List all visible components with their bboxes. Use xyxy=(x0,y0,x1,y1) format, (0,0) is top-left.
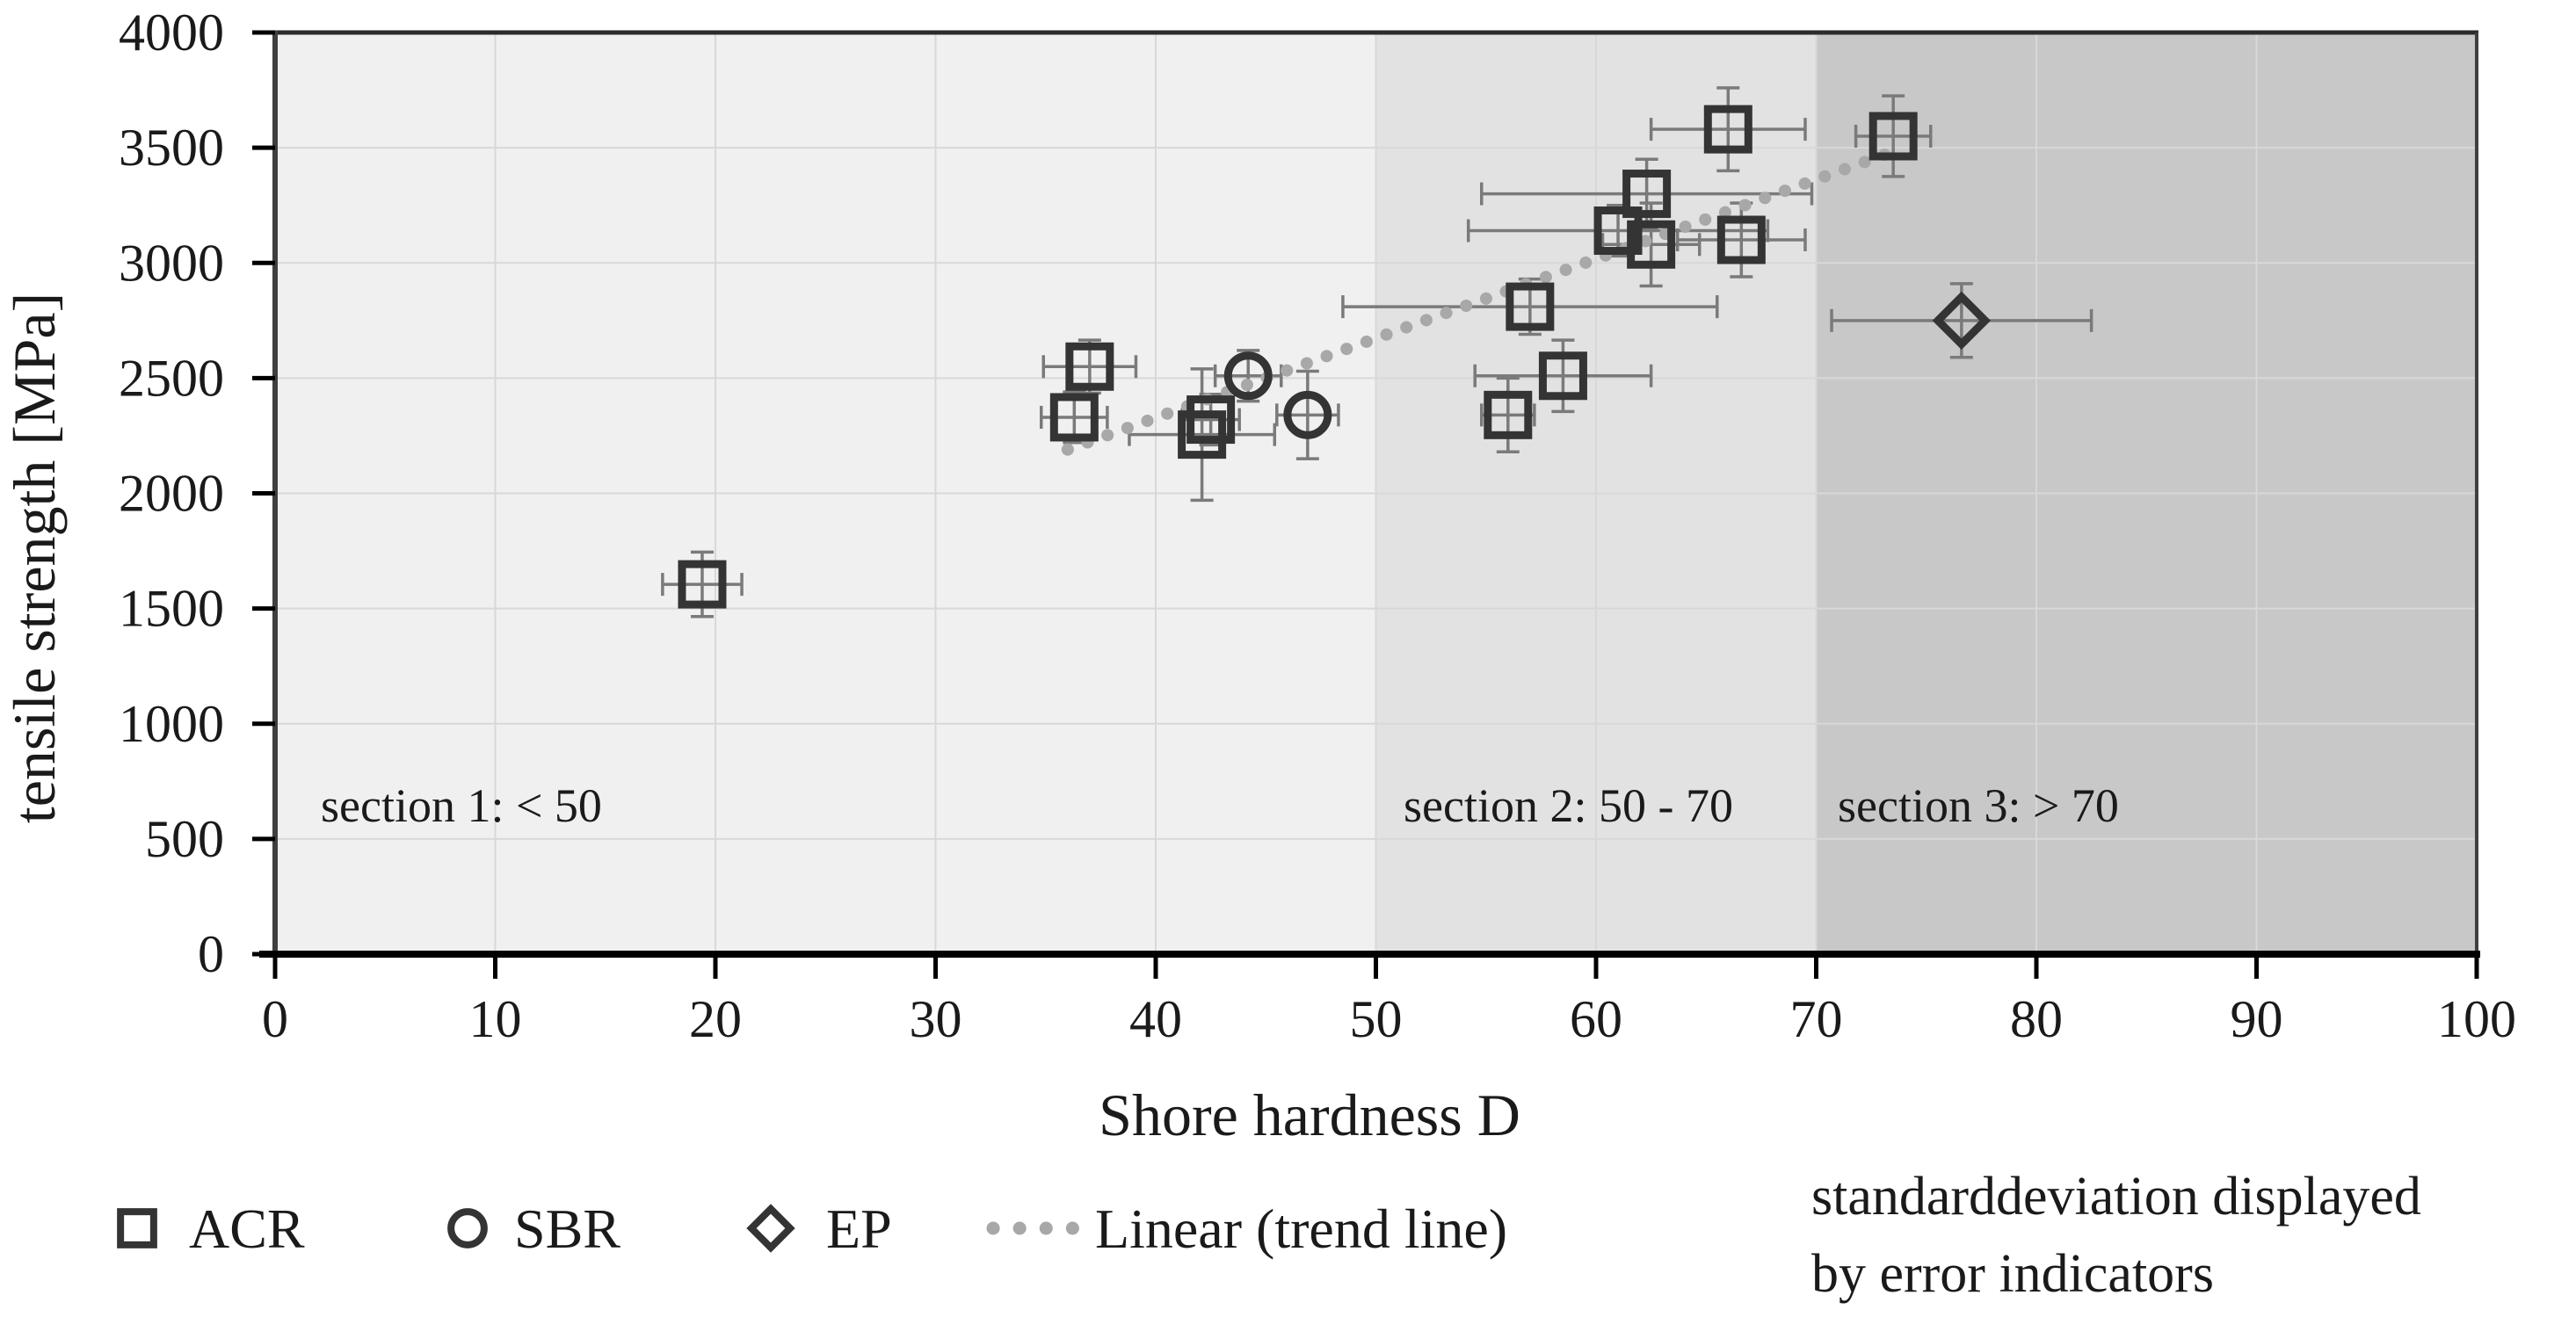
x-tick-label: 20 xyxy=(689,990,742,1048)
data-point-ACR xyxy=(1484,390,1533,439)
y-tick-label: 0 xyxy=(198,925,224,983)
section-label-1: section 1: < 50 xyxy=(321,779,602,832)
x-tick-label: 80 xyxy=(2010,990,2063,1048)
legend-label: SBR xyxy=(514,1198,620,1260)
data-point-EP xyxy=(1932,291,1992,351)
data-point-ACR xyxy=(1869,112,1918,161)
data-point-SBR xyxy=(1223,351,1273,401)
x-axis-title: Shore hardness D xyxy=(1099,1082,1520,1148)
data-point-ACR xyxy=(1716,215,1766,264)
error-bars-ACR xyxy=(1675,201,1807,279)
y-tick-label: 3000 xyxy=(119,234,224,292)
data-point-ACR xyxy=(678,560,727,609)
legend-label: ACR xyxy=(189,1198,305,1260)
data-point-ACR xyxy=(1049,393,1099,442)
y-tick-label: 500 xyxy=(145,810,224,868)
y-tick-label: 4000 xyxy=(119,4,224,62)
section-label-2: section 2: 50 - 70 xyxy=(1404,779,1733,832)
x-tick-label: 30 xyxy=(910,990,962,1048)
legend-label: EP xyxy=(826,1198,892,1260)
y-tick-label: 3500 xyxy=(119,119,224,177)
y-tick-label: 2500 xyxy=(119,349,224,407)
y-tick-label: 2000 xyxy=(119,465,224,523)
y-tick-label: 1000 xyxy=(119,695,224,753)
x-tick-label: 90 xyxy=(2231,990,2283,1048)
data-point-ACR xyxy=(1506,282,1555,331)
note-line-2: by error indicators xyxy=(1811,1244,2214,1304)
error-bars-ACR xyxy=(1854,94,1933,178)
section-label-3: section 3: > 70 xyxy=(1838,779,2119,832)
legend-marker-SBR xyxy=(447,1208,488,1248)
x-tick-label: 10 xyxy=(469,990,522,1048)
y-tick-label: 1500 xyxy=(119,580,224,638)
data-point-ACR xyxy=(1622,170,1672,219)
data-point-ACR xyxy=(1186,395,1236,445)
x-tick-label: 0 xyxy=(262,990,288,1048)
legend-label: Linear (trend line) xyxy=(1095,1198,1507,1260)
x-tick-label: 70 xyxy=(1790,990,1843,1048)
data-point-ACR xyxy=(1538,351,1587,401)
legend-marker-EP xyxy=(746,1204,795,1253)
data-point-ACR xyxy=(1627,220,1676,269)
note-line-1: standarddeviation displayed xyxy=(1811,1167,2421,1227)
data-point-ACR xyxy=(1703,105,1752,154)
data-point-SBR xyxy=(1283,390,1332,439)
data-point-ACR xyxy=(1593,206,1643,256)
x-tick-label: 60 xyxy=(1570,990,1622,1048)
x-tick-label: 50 xyxy=(1350,990,1403,1048)
x-tick-label: 40 xyxy=(1129,990,1182,1048)
legend-marker-ACR xyxy=(117,1208,157,1248)
error-bars-ACR xyxy=(1649,86,1807,173)
x-tick-label: 100 xyxy=(2437,990,2516,1048)
y-axis-title: tensile strength [MPa] xyxy=(1,293,68,823)
data-point-ACR xyxy=(1178,410,1227,460)
data-point-ACR xyxy=(1065,342,1114,391)
